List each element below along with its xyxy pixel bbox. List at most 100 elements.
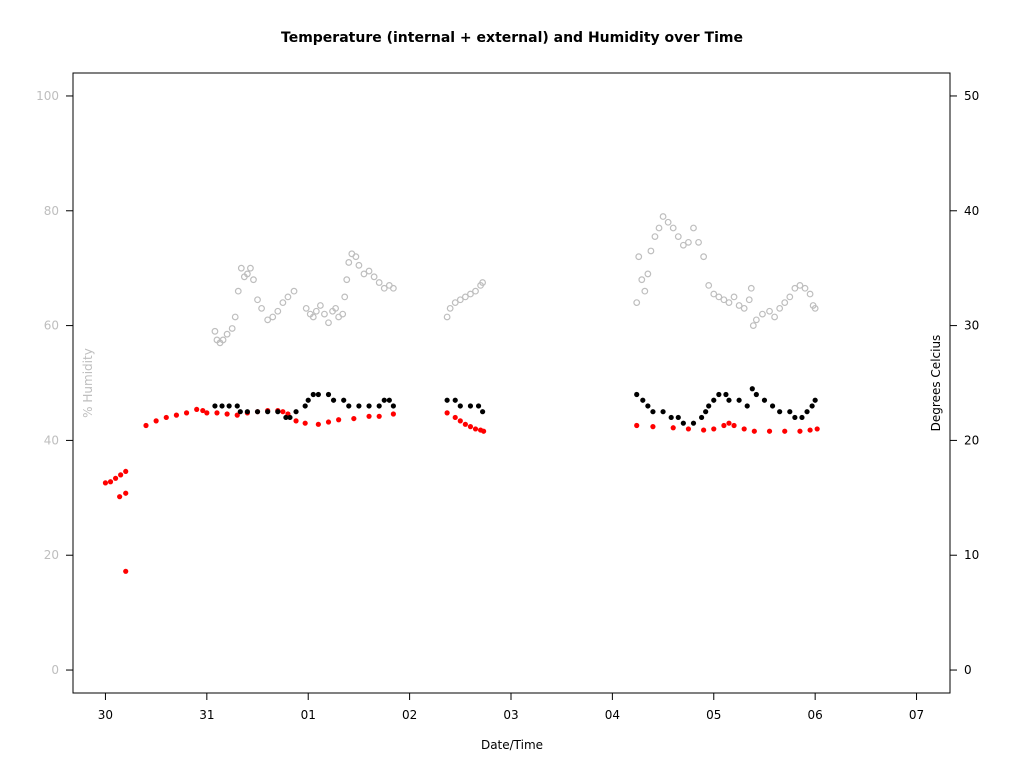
data-point-series-1 [143, 422, 149, 429]
data-point-series-2 [254, 409, 261, 415]
data-point-series-2 [293, 409, 299, 415]
data-point-series-0 [786, 293, 794, 301]
data-point-series-2 [346, 403, 352, 409]
data-point-series-2 [341, 397, 347, 403]
data-point-series-0 [695, 238, 702, 246]
data-point-series-2 [467, 403, 474, 409]
chart-title: Temperature (internal + external) and Hu… [281, 30, 743, 46]
data-point-series-0 [443, 313, 451, 321]
data-point-series-0 [771, 313, 778, 321]
data-point-series-1 [766, 428, 773, 434]
data-point-series-2 [244, 409, 250, 415]
x-tick-label: 01 [301, 708, 316, 722]
data-point-series-1 [117, 494, 123, 500]
data-point-series-0 [633, 299, 641, 307]
data-point-series-0 [659, 213, 667, 220]
data-point-series-0 [720, 296, 728, 304]
data-point-series-0 [237, 264, 245, 272]
data-point-series-1 [444, 410, 450, 416]
data-point-series-0 [370, 273, 378, 281]
data-point-series-0 [467, 290, 474, 298]
data-point-series-0 [380, 284, 388, 292]
data-point-series-0 [685, 238, 692, 246]
data-point-series-1 [204, 410, 210, 416]
data-point-series-2 [744, 403, 750, 409]
data-point-series-2 [723, 391, 729, 398]
data-point-series-1 [685, 426, 692, 432]
data-point-series-0 [745, 296, 753, 304]
data-point-series-2 [753, 391, 759, 398]
data-point-series-1 [107, 479, 114, 485]
data-point-series-0 [759, 310, 766, 318]
data-point-series-1 [194, 406, 200, 413]
data-point-series-2 [283, 414, 289, 421]
data-point-series-1 [731, 422, 737, 429]
data-point-series-0 [655, 224, 663, 232]
data-point-series-0 [309, 313, 317, 321]
y-left-tick-label: 20 [44, 548, 59, 562]
data-point-series-0 [325, 319, 332, 327]
y-left-axis: 0 20 40 60 80 100 [36, 89, 73, 677]
data-point-series-0 [321, 310, 328, 318]
data-point-series-0 [456, 296, 464, 304]
data-point-series-1 [214, 410, 220, 416]
data-point-series-2 [265, 409, 271, 415]
data-point-series-2 [799, 414, 805, 421]
data-point-series-0 [811, 304, 819, 312]
data-point-series-0 [264, 316, 272, 324]
x-tick-label: 02 [402, 708, 417, 722]
data-point-series-1 [173, 412, 180, 418]
data-point-series-0 [274, 307, 282, 315]
data-point-series-2 [480, 409, 486, 415]
data-point-series-1 [751, 428, 757, 434]
data-point-series-2 [699, 414, 705, 421]
data-point-series-1 [472, 426, 479, 432]
data-point-series-2 [769, 403, 776, 409]
data-point-series-0 [231, 313, 239, 321]
data-point-series-0 [690, 224, 697, 232]
data-point-series-0 [674, 233, 682, 241]
data-point-series-1 [481, 428, 487, 434]
data-point-series-0 [279, 299, 287, 307]
data-point-series-1 [302, 420, 308, 426]
data-point-series-1 [325, 419, 332, 425]
data-point-series-1 [224, 411, 230, 417]
data-point-series-2 [386, 397, 392, 403]
data-point-series-2 [706, 403, 712, 409]
data-point-series-1 [807, 427, 813, 433]
data-point-series-2 [390, 403, 396, 409]
data-point-series-0 [472, 287, 479, 295]
data-point-series-0 [766, 307, 773, 315]
data-point-series-0 [791, 284, 799, 292]
y-right-axis-label: Degrees Celcius [929, 335, 943, 432]
data-point-series-0 [360, 270, 368, 278]
x-tick-label: 06 [808, 708, 823, 722]
y-right-axis: 0 10 20 30 40 50 [950, 89, 979, 677]
data-point-series-2 [325, 391, 332, 398]
x-tick-label: 03 [503, 708, 518, 722]
data-point-series-2 [330, 397, 337, 403]
y-left-tick-label: 40 [44, 433, 59, 447]
data-point-series-0 [254, 296, 261, 304]
data-point-series-2 [226, 403, 232, 409]
data-point-series-0 [211, 327, 219, 335]
data-point-series-0 [446, 304, 454, 312]
data-point-series-2 [310, 391, 316, 398]
x-axis-label: Date/Time [481, 738, 543, 752]
y-left-tick-label: 100 [36, 89, 59, 103]
data-point-series-0 [343, 276, 351, 284]
data-point-series-0 [290, 287, 298, 295]
data-point-series-2 [736, 397, 742, 403]
data-point-series-2 [675, 414, 681, 421]
data-point-series-1 [112, 475, 119, 481]
data-point-series-2 [761, 397, 768, 403]
data-point-series-0 [669, 224, 677, 232]
data-point-series-2 [690, 420, 697, 426]
data-point-series-0 [375, 279, 383, 286]
data-point-series-0 [749, 322, 757, 329]
data-point-series-0 [730, 293, 738, 301]
y-right-tick-label: 10 [964, 548, 979, 562]
data-point-series-2 [305, 397, 311, 403]
data-point-series-0 [641, 287, 649, 295]
data-point-series-1 [183, 410, 190, 416]
